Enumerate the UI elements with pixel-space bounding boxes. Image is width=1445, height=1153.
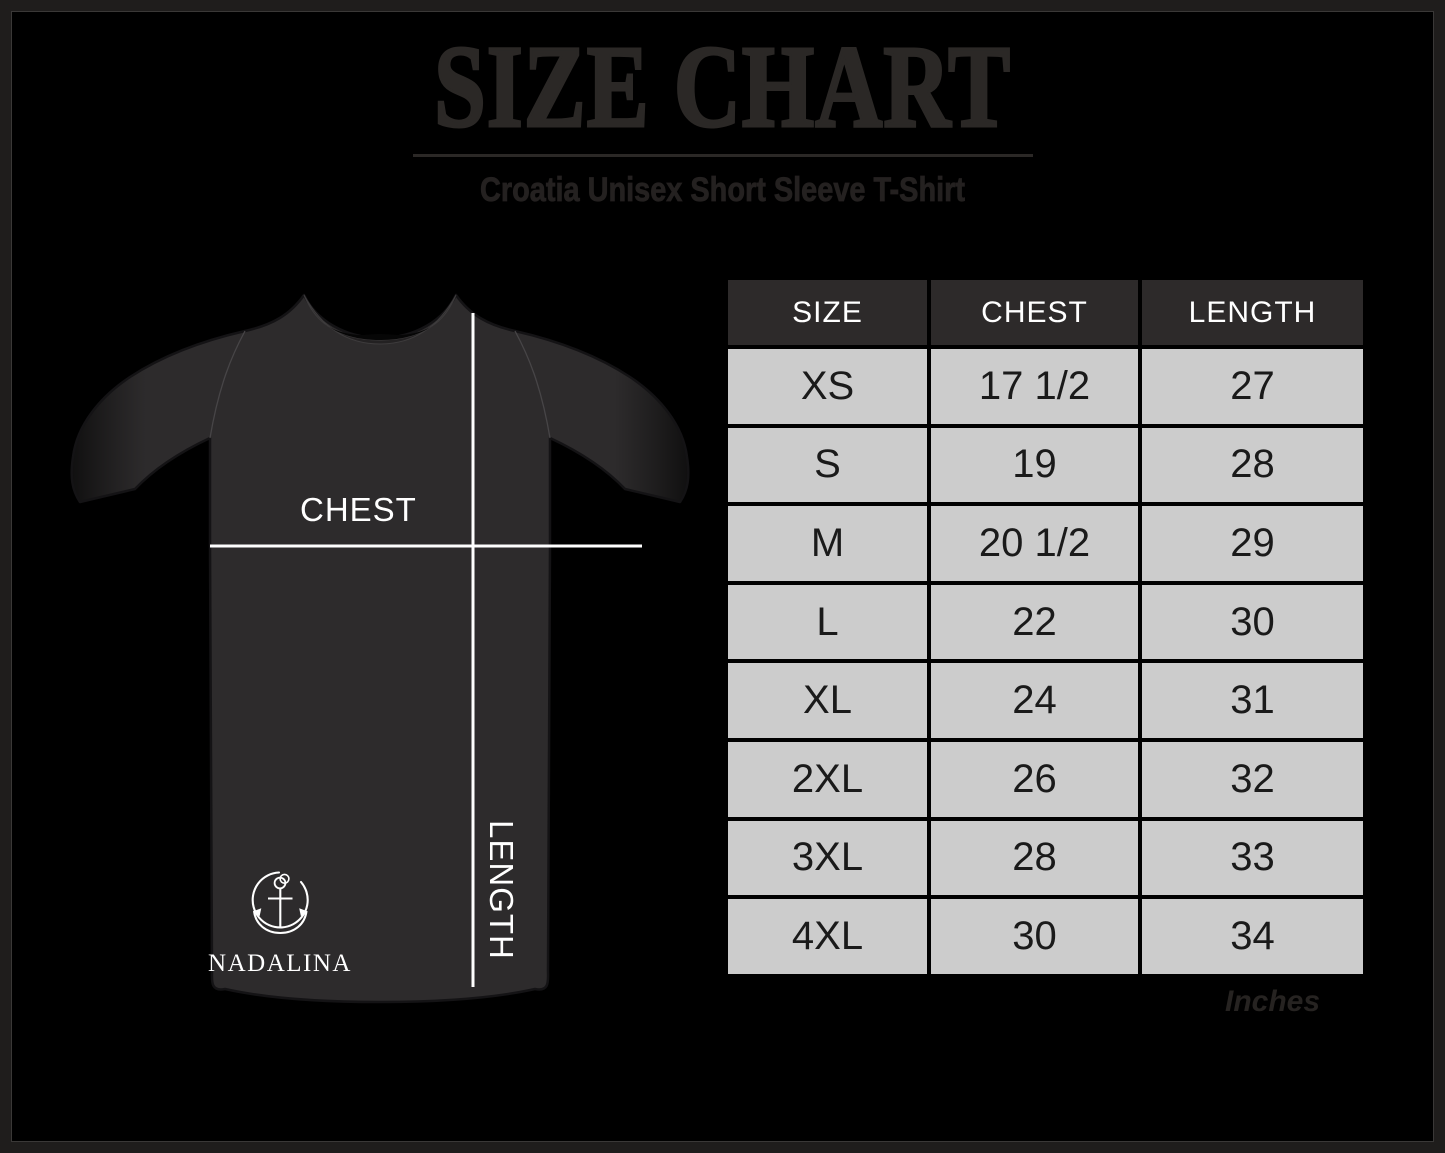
svg-text:LENGTH: LENGTH xyxy=(483,820,520,960)
svg-text:CHEST: CHEST xyxy=(300,491,417,528)
svg-text:NADALINA: NADALINA xyxy=(208,950,352,977)
